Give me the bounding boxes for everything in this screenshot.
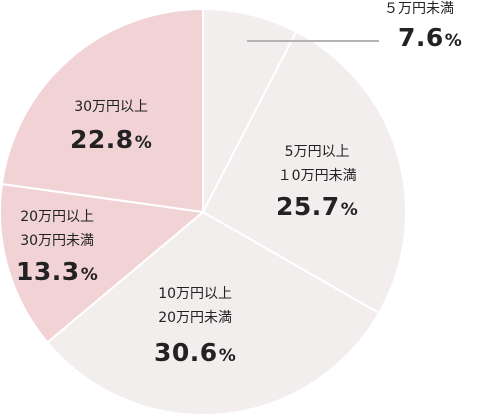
slice-value-unit: % [80, 265, 99, 285]
slice-label-200k-300k: 20万円以上 30万円未満 13.3% [16, 205, 98, 284]
slice-category-line: 30万円未満 [20, 233, 95, 249]
slice-category-line: 5万円以上 [284, 144, 350, 160]
pie-slice-300k-plus [0, 7, 204, 214]
pie-slice-200k-300k [0, 182, 206, 344]
slice-label-50k-100k: 5万円以上 １0万円未満 25.7% [276, 140, 358, 219]
slice-category-line: 20万円以上 [20, 209, 95, 225]
slice-label-100k-200k: 10万円以上 20万円未満 30.6% [154, 282, 236, 365]
slice-label-under-50k: ５万円未満 7.6% [384, 0, 462, 50]
slice-value-unit: % [218, 346, 237, 366]
pie-slice-50k-100k [201, 30, 408, 315]
slice-value: 7.6% [384, 25, 462, 50]
slice-value-unit: % [134, 133, 153, 153]
slice-label-300k-plus: 30万円以上 22.8% [70, 95, 152, 152]
slice-value-number: 22.8 [70, 125, 134, 154]
slice-value: 22.8% [70, 127, 152, 152]
pie-slice-100k-200k [45, 210, 381, 417]
slice-value-unit: % [340, 200, 359, 220]
slice-category-line: １0万円未満 [277, 168, 357, 184]
slice-value-number: 25.7 [276, 192, 340, 221]
slice-category-line: 20万円未満 [158, 310, 233, 326]
slice-value-number: 7.6 [398, 23, 444, 52]
slice-value-number: 30.6 [154, 338, 218, 367]
slice-value-number: 13.3 [16, 257, 80, 286]
slice-value: 25.7% [276, 194, 358, 219]
pie-slices [0, 7, 408, 417]
slice-category-line: 30万円以上 [74, 99, 149, 115]
slice-category-line: ５万円未満 [384, 1, 454, 17]
pie-slice-under-50k [202, 7, 298, 213]
slice-value: 13.3% [16, 259, 98, 284]
slice-value: 30.6% [154, 340, 236, 365]
slice-value-unit: % [444, 31, 463, 51]
slice-category-line: 10万円以上 [158, 286, 233, 302]
